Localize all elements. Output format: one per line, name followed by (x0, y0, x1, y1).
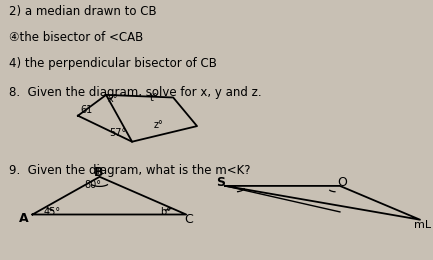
Text: mL: mL (414, 220, 431, 230)
Text: 45°: 45° (43, 207, 61, 217)
Text: t°: t° (149, 93, 158, 103)
Text: x°: x° (107, 94, 118, 104)
Text: B: B (94, 166, 103, 179)
Text: 9.  Given the diagram, what is the m<K?: 9. Given the diagram, what is the m<K? (9, 164, 250, 177)
Text: 8.  Given the diagram, solve for x, y and z.: 8. Given the diagram, solve for x, y and… (9, 86, 261, 99)
Text: 4) the perpendicular bisector of CB: 4) the perpendicular bisector of CB (9, 57, 216, 70)
Text: 80°: 80° (84, 180, 102, 190)
Text: C: C (184, 213, 193, 226)
Text: 57°: 57° (109, 128, 126, 138)
Text: A: A (19, 212, 29, 225)
Text: ④the bisector of <CAB: ④the bisector of <CAB (9, 31, 143, 44)
Text: S: S (216, 176, 225, 188)
Text: b°: b° (160, 207, 171, 217)
Text: O: O (337, 176, 347, 189)
Text: 61: 61 (81, 105, 93, 115)
Text: 2) a median drawn to CB: 2) a median drawn to CB (9, 5, 156, 18)
Text: z°: z° (153, 120, 163, 130)
